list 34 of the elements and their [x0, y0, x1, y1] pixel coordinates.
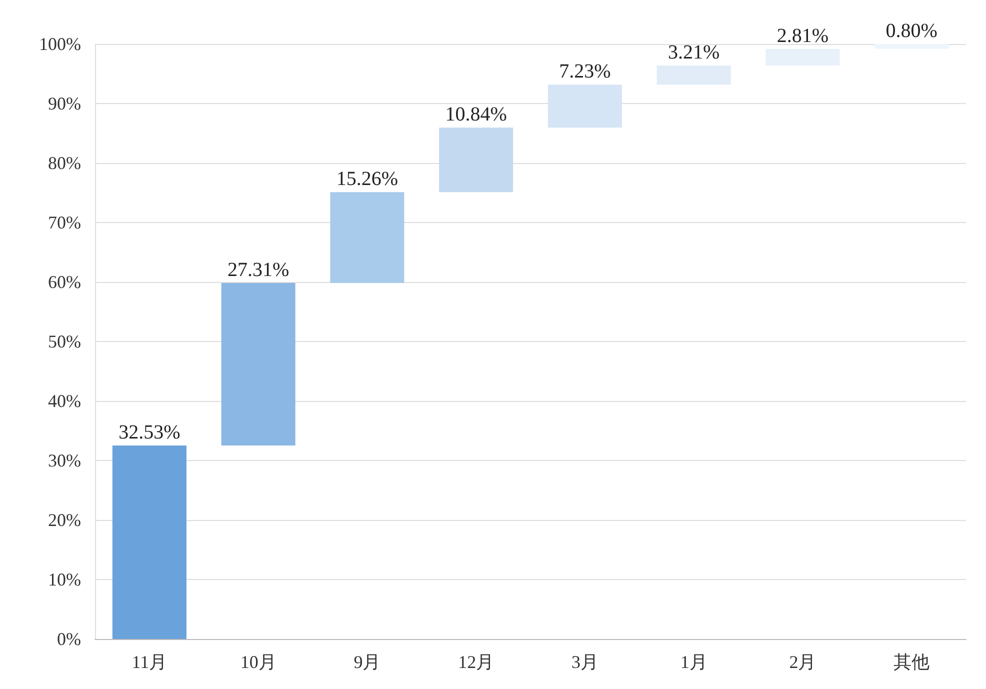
data-label: 0.80% — [886, 20, 938, 42]
bar — [874, 44, 949, 49]
data-label: 3.21% — [668, 42, 720, 64]
y-tick-label: 80% — [48, 153, 81, 173]
y-tick-label: 30% — [48, 450, 81, 470]
data-label: 7.23% — [559, 60, 611, 83]
y-tick-label: 60% — [48, 272, 81, 292]
bar — [439, 128, 514, 192]
y-tick-label: 10% — [48, 570, 81, 590]
data-label: 27.31% — [227, 258, 290, 281]
bar — [330, 192, 404, 283]
data-label: 15.26% — [336, 168, 398, 190]
data-label: 10.84% — [445, 104, 507, 126]
x-tick-label: 其他 — [894, 652, 930, 672]
x-tick-label: 12月 — [458, 652, 494, 672]
bar — [221, 282, 296, 446]
bar — [548, 84, 622, 128]
x-tick-label: 10月 — [240, 652, 276, 672]
x-tick-label: 2月 — [789, 652, 816, 672]
y-tick-label: 100% — [39, 34, 81, 54]
bar — [656, 66, 731, 85]
y-tick-label: 0% — [57, 629, 81, 649]
x-tick-label: 9月 — [354, 652, 381, 672]
x-tick-label: 1月 — [680, 652, 708, 672]
bar — [112, 445, 186, 639]
y-tick-label: 40% — [48, 391, 81, 411]
y-tick-label: 70% — [48, 212, 81, 232]
y-tick-label: 50% — [48, 332, 81, 352]
x-tick-label: 3月 — [571, 652, 598, 672]
y-tick-label: 20% — [48, 510, 81, 530]
x-tick-label: 11月 — [132, 652, 168, 672]
data-label: 2.81% — [776, 24, 829, 47]
y-tick-label: 90% — [48, 94, 81, 114]
data-label: 32.53% — [118, 421, 180, 444]
